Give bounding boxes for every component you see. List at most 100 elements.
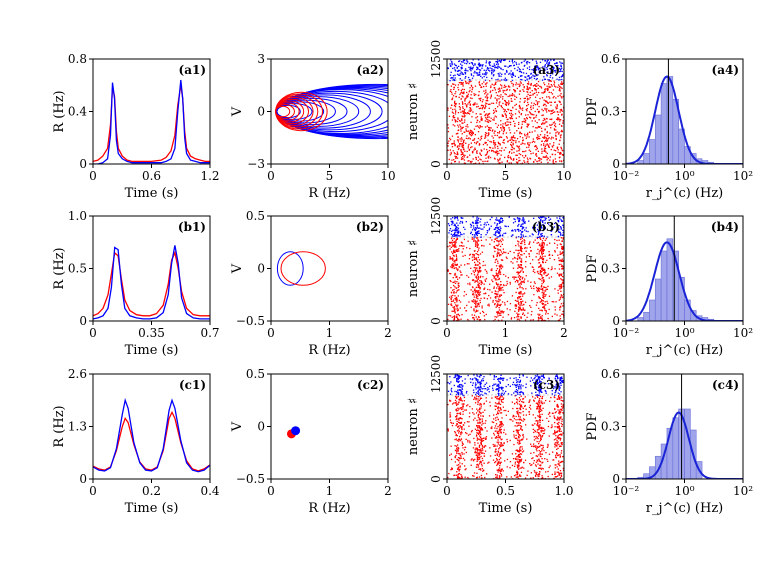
spike (468, 91, 470, 93)
spike (478, 65, 480, 67)
spike (536, 138, 539, 140)
spike (545, 144, 547, 146)
spike (497, 160, 499, 162)
spike (450, 77, 452, 79)
spike (543, 293, 545, 295)
spike (532, 319, 534, 321)
spike (476, 291, 478, 293)
spike (452, 124, 454, 126)
spike (540, 285, 543, 287)
spike (523, 309, 525, 311)
spike (541, 245, 544, 247)
spike (485, 134, 487, 136)
x-axis-label: r_j^(c) (Hz) (646, 343, 724, 358)
spike (527, 103, 529, 106)
spike (492, 421, 495, 424)
spike (473, 239, 475, 241)
spike (455, 418, 457, 421)
spike (555, 138, 557, 141)
spike (537, 316, 540, 319)
spike (510, 117, 512, 119)
spike (483, 75, 485, 78)
spike (450, 300, 453, 303)
spike (481, 135, 483, 137)
spike (478, 452, 481, 454)
spike (512, 414, 514, 417)
spike (538, 105, 540, 108)
spike (474, 103, 476, 106)
spike (500, 254, 502, 256)
spike (489, 91, 491, 93)
spike (543, 291, 545, 294)
y-axis-label: neuron ♯ (406, 83, 421, 140)
spike (541, 419, 544, 421)
spike (476, 460, 478, 462)
spike (485, 157, 487, 159)
spike (467, 138, 469, 140)
histogram-bar (643, 311, 650, 321)
spike (477, 310, 479, 312)
spike (489, 401, 491, 403)
spike (561, 130, 563, 133)
spike (518, 465, 520, 467)
y-tick-label: 0 (429, 160, 443, 168)
spike (496, 283, 498, 285)
spike (536, 407, 538, 410)
spike (500, 422, 502, 424)
spike (460, 71, 462, 73)
spike (520, 298, 523, 300)
spike (555, 150, 557, 152)
spike (454, 119, 456, 121)
spike (477, 227, 479, 229)
spike (554, 473, 556, 475)
spike (454, 144, 456, 146)
spike (449, 416, 451, 418)
spike (541, 257, 543, 259)
spike (538, 449, 540, 452)
spike (526, 134, 528, 136)
spike (457, 141, 460, 143)
y-tick-label: 0 (429, 317, 443, 325)
spike (499, 249, 501, 251)
spike (456, 236, 458, 238)
spike (559, 476, 562, 479)
spike (506, 160, 509, 162)
spike (548, 466, 550, 469)
spike (449, 280, 451, 282)
spike (519, 257, 521, 260)
spike (562, 281, 564, 283)
spike (479, 125, 481, 127)
spike (548, 96, 550, 98)
spike (513, 434, 515, 436)
spike (489, 129, 491, 131)
spike (476, 267, 478, 269)
spike (532, 94, 534, 96)
spike (539, 134, 542, 136)
spike (555, 97, 557, 99)
spike (458, 289, 460, 291)
spike (453, 140, 455, 142)
spike (453, 308, 455, 310)
spike (489, 455, 492, 457)
spike (454, 234, 456, 236)
spike (503, 311, 505, 313)
spike (457, 129, 459, 132)
spike (494, 402, 497, 404)
spike (522, 107, 524, 109)
spike (565, 217, 566, 218)
spike (477, 141, 479, 143)
spike (561, 423, 563, 426)
spike (469, 109, 471, 111)
spike (516, 87, 518, 90)
spike (566, 266, 567, 267)
spike (462, 140, 464, 142)
spike (565, 317, 566, 318)
spike (503, 292, 505, 294)
spike (479, 453, 481, 455)
spike (530, 113, 532, 115)
spike (528, 149, 530, 151)
spike (461, 463, 463, 465)
spike (530, 306, 532, 308)
spike (537, 87, 539, 90)
spike (451, 135, 454, 137)
